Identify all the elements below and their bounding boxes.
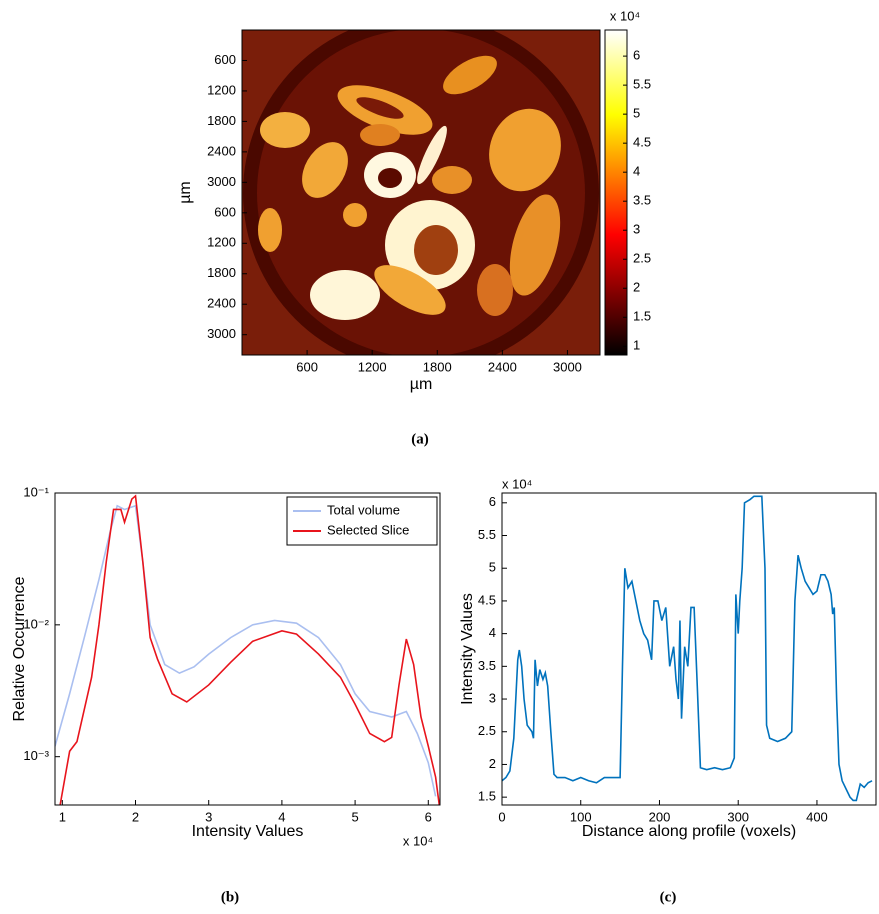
y-tick-label: 3000 [207, 174, 236, 189]
x-tick-label: 1200 [358, 359, 387, 374]
y-tick-label: 2400 [207, 296, 236, 311]
x-tick-label: 3 [205, 809, 212, 824]
colorbar-tick-label: 1.5 [633, 309, 651, 324]
colorbar-tick-label: 3 [633, 222, 640, 237]
caption: (a) [411, 431, 429, 447]
y-tick-label: 2 [489, 756, 496, 771]
axes-frame [241, 29, 601, 356]
x-tick-label: 1 [59, 809, 66, 824]
y-tick-label: 3000 [207, 326, 236, 341]
legend-label: Selected Slice [327, 522, 409, 537]
y-axis-label: Intensity Values [459, 593, 476, 705]
series-line [59, 494, 440, 805]
x-axis-label: µm [410, 376, 433, 393]
x-tick-label: 3000 [553, 359, 582, 374]
y-tick-label: 1200 [207, 235, 236, 250]
colorbar-tick-label: 5.5 [633, 77, 651, 92]
y-multiplier: x 10⁴ [502, 476, 532, 491]
x-tick-label: 300 [727, 809, 749, 824]
y-tick-label: 10⁻¹ [23, 484, 49, 499]
colorbar-tick-label: 4.5 [633, 135, 651, 150]
colorbar-tick-label: 2 [633, 280, 640, 295]
y-tick-label: 600 [214, 52, 236, 67]
x-tick-label: 4 [278, 809, 285, 824]
y-tick-label: 3.5 [478, 658, 496, 673]
axes-frame [501, 492, 877, 806]
y-tick-label: 5 [489, 560, 496, 575]
y-tick-label: 6 [489, 494, 496, 509]
colorbar-tick-label: 3.5 [633, 193, 651, 208]
caption: (b) [221, 889, 239, 905]
x-tick-label: 200 [649, 809, 671, 824]
series-line [55, 504, 437, 797]
y-tick-label: 5.5 [478, 527, 496, 542]
y-tick-label: 2.5 [478, 723, 496, 738]
y-tick-label: 600 [214, 204, 236, 219]
x-tick-label: 400 [806, 809, 828, 824]
x-axis-label: Intensity Values [192, 823, 304, 840]
y-tick-label: 4.5 [478, 592, 496, 607]
colorbar-tick-label: 2.5 [633, 251, 651, 266]
x-tick-label: 0 [498, 809, 505, 824]
x-tick-label: 6 [425, 809, 432, 824]
colorbar-tick-label: 6 [633, 48, 640, 63]
y-tick-label: 4 [489, 625, 496, 640]
x-tick-label: 5 [351, 809, 358, 824]
legend-label: Total volume [327, 502, 400, 517]
x-tick-label: 1800 [423, 359, 452, 374]
caption: (c) [660, 889, 677, 905]
x-multiplier: x 10⁴ [403, 833, 433, 848]
y-tick-label: 10⁻³ [23, 748, 49, 763]
x-tick-label: 2 [132, 809, 139, 824]
y-tick-label: 1800 [207, 113, 236, 128]
y-tick-label: 1200 [207, 82, 236, 97]
x-tick-label: 600 [296, 359, 318, 374]
axes-frame [54, 492, 441, 806]
colorbar [604, 29, 628, 356]
y-tick-label: 1800 [207, 265, 236, 280]
y-axis-label: µm [177, 181, 194, 204]
ct-image [242, 30, 600, 355]
colorbar-tick-label: 5 [633, 106, 640, 121]
colorbar-multiplier: x 10⁴ [610, 8, 640, 23]
y-axis-label: Relative Occurrence [11, 576, 28, 721]
y-tick-label: 10⁻² [23, 616, 49, 631]
series-line [502, 495, 873, 802]
y-tick-label: 3 [489, 690, 496, 705]
x-tick-label: 2400 [488, 359, 517, 374]
x-tick-label: 100 [570, 809, 592, 824]
colorbar-tick-label: 1 [633, 338, 640, 353]
colorbar-tick-label: 4 [633, 164, 640, 179]
legend-box [286, 496, 438, 546]
x-axis-label: Distance along profile (voxels) [582, 823, 796, 840]
y-tick-label: 1.5 [478, 789, 496, 804]
y-tick-label: 2400 [207, 143, 236, 158]
